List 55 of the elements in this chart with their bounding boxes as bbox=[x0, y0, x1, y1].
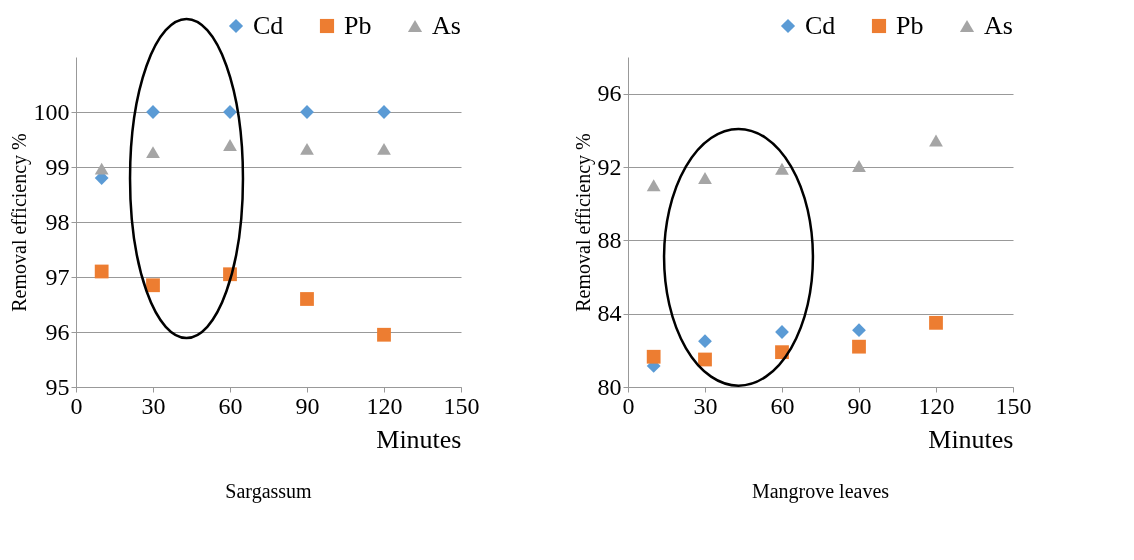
text: Sargassum bbox=[225, 480, 313, 503]
point bbox=[146, 146, 160, 159]
point bbox=[929, 134, 943, 147]
y-tick-label: 88 bbox=[597, 226, 622, 253]
point bbox=[852, 160, 866, 173]
y-tick-label: 92 bbox=[597, 153, 622, 180]
point bbox=[852, 323, 866, 338]
point bbox=[223, 139, 237, 151]
x-tick-label: 150 bbox=[995, 392, 1032, 419]
y-tick-label: 96 bbox=[45, 318, 70, 345]
x-tick-label: 150 bbox=[443, 392, 480, 419]
point bbox=[698, 352, 712, 367]
point bbox=[146, 278, 160, 293]
x-tick-label: 90 bbox=[295, 392, 320, 419]
x-tick-label: 120 bbox=[366, 392, 403, 419]
point bbox=[94, 162, 109, 175]
x-tick-label: 0 bbox=[70, 392, 83, 419]
point bbox=[929, 315, 943, 330]
x-tick-label: 120 bbox=[918, 392, 955, 419]
x-tick-label: 30 bbox=[141, 392, 166, 419]
x-axis-title: Minutes bbox=[376, 424, 462, 454]
y-tick-label: 95 bbox=[45, 373, 70, 400]
x-tick-label: 60 bbox=[218, 392, 243, 419]
point bbox=[852, 339, 866, 354]
legend-label: As bbox=[432, 11, 461, 40]
y-tick-label: 96 bbox=[597, 80, 622, 107]
legend-label: Cd bbox=[253, 11, 284, 40]
y-tick-label: 99 bbox=[45, 153, 70, 180]
point bbox=[775, 162, 789, 175]
y-tick-label: 97 bbox=[45, 263, 70, 290]
y-tick-label: 84 bbox=[597, 300, 622, 327]
point bbox=[646, 349, 661, 364]
legend-label: Pb bbox=[896, 11, 924, 40]
point bbox=[377, 142, 391, 155]
point bbox=[94, 264, 109, 279]
x-tick-label: 30 bbox=[693, 392, 718, 419]
x-tick-label: 90 bbox=[847, 392, 872, 419]
y-axis-title: Removal efficiency % bbox=[7, 133, 31, 312]
point bbox=[300, 142, 314, 155]
point bbox=[698, 334, 712, 349]
text: Mangrove leaves bbox=[751, 480, 890, 503]
point bbox=[698, 172, 712, 184]
y-tick-label: 80 bbox=[597, 373, 622, 400]
x-tick-label: 0 bbox=[622, 392, 635, 419]
y-tick-label: 100 bbox=[33, 98, 70, 125]
point bbox=[646, 179, 661, 192]
y-axis-title: Removal efficiency % bbox=[571, 133, 595, 312]
y-tick-label: 98 bbox=[45, 208, 70, 235]
point bbox=[377, 327, 391, 342]
legend-label: Pb bbox=[344, 11, 372, 40]
legend-label: Cd bbox=[805, 11, 836, 40]
point bbox=[300, 292, 314, 306]
legend-label: As bbox=[984, 11, 1013, 40]
x-axis-title: Minutes bbox=[928, 424, 1014, 454]
x-tick-label: 60 bbox=[770, 392, 795, 419]
